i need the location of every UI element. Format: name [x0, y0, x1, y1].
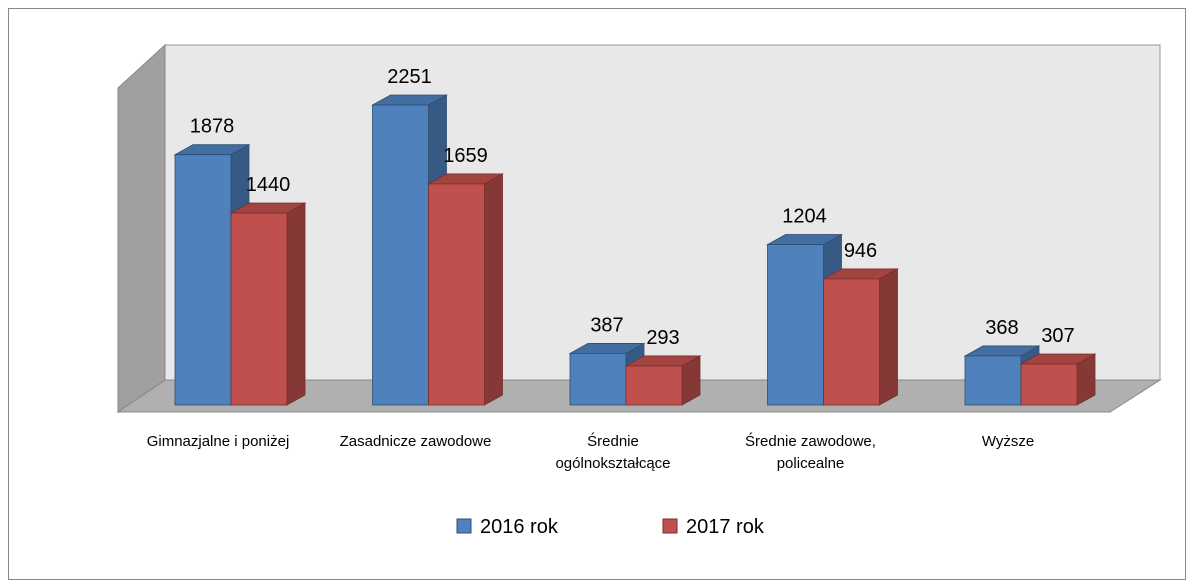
bar	[1020, 363, 1078, 406]
legend-label: 2016 rok	[480, 516, 559, 538]
data-label: 1878	[190, 116, 235, 138]
data-label: 293	[646, 327, 679, 349]
data-label: 307	[1041, 325, 1074, 347]
bar-side	[286, 202, 306, 406]
data-label: 1204	[782, 206, 827, 228]
legend-swatch	[456, 518, 472, 534]
bar-side	[879, 268, 898, 406]
x-tick-label: Wyższe	[981, 433, 1035, 450]
data-label: 946	[844, 240, 877, 262]
bar	[823, 278, 880, 406]
bar	[569, 353, 627, 406]
bar	[767, 244, 824, 406]
legend-swatch	[662, 518, 678, 534]
x-tick-label: Gimnazjalne i poniżej	[146, 433, 290, 450]
bar	[428, 183, 485, 406]
data-label: 1440	[246, 174, 291, 196]
bar-side	[484, 173, 503, 406]
bar	[174, 154, 232, 406]
data-label: 1659	[443, 145, 488, 167]
data-label: 387	[590, 314, 623, 336]
x-tick-label: Średnie ogólnokształcące	[555, 433, 671, 472]
x-tick-label: Zasadnicze zawodowe	[339, 433, 492, 450]
bar	[625, 365, 683, 406]
data-label: 2251	[387, 66, 432, 88]
x-tick-label: Średnie zawodowe, policealne	[745, 433, 876, 472]
data-label: 368	[985, 317, 1018, 339]
bar	[964, 355, 1022, 406]
legend-label: 2017 rok	[686, 516, 765, 538]
side-wall	[117, 43, 166, 413]
bar	[372, 104, 429, 406]
bar	[230, 212, 288, 406]
